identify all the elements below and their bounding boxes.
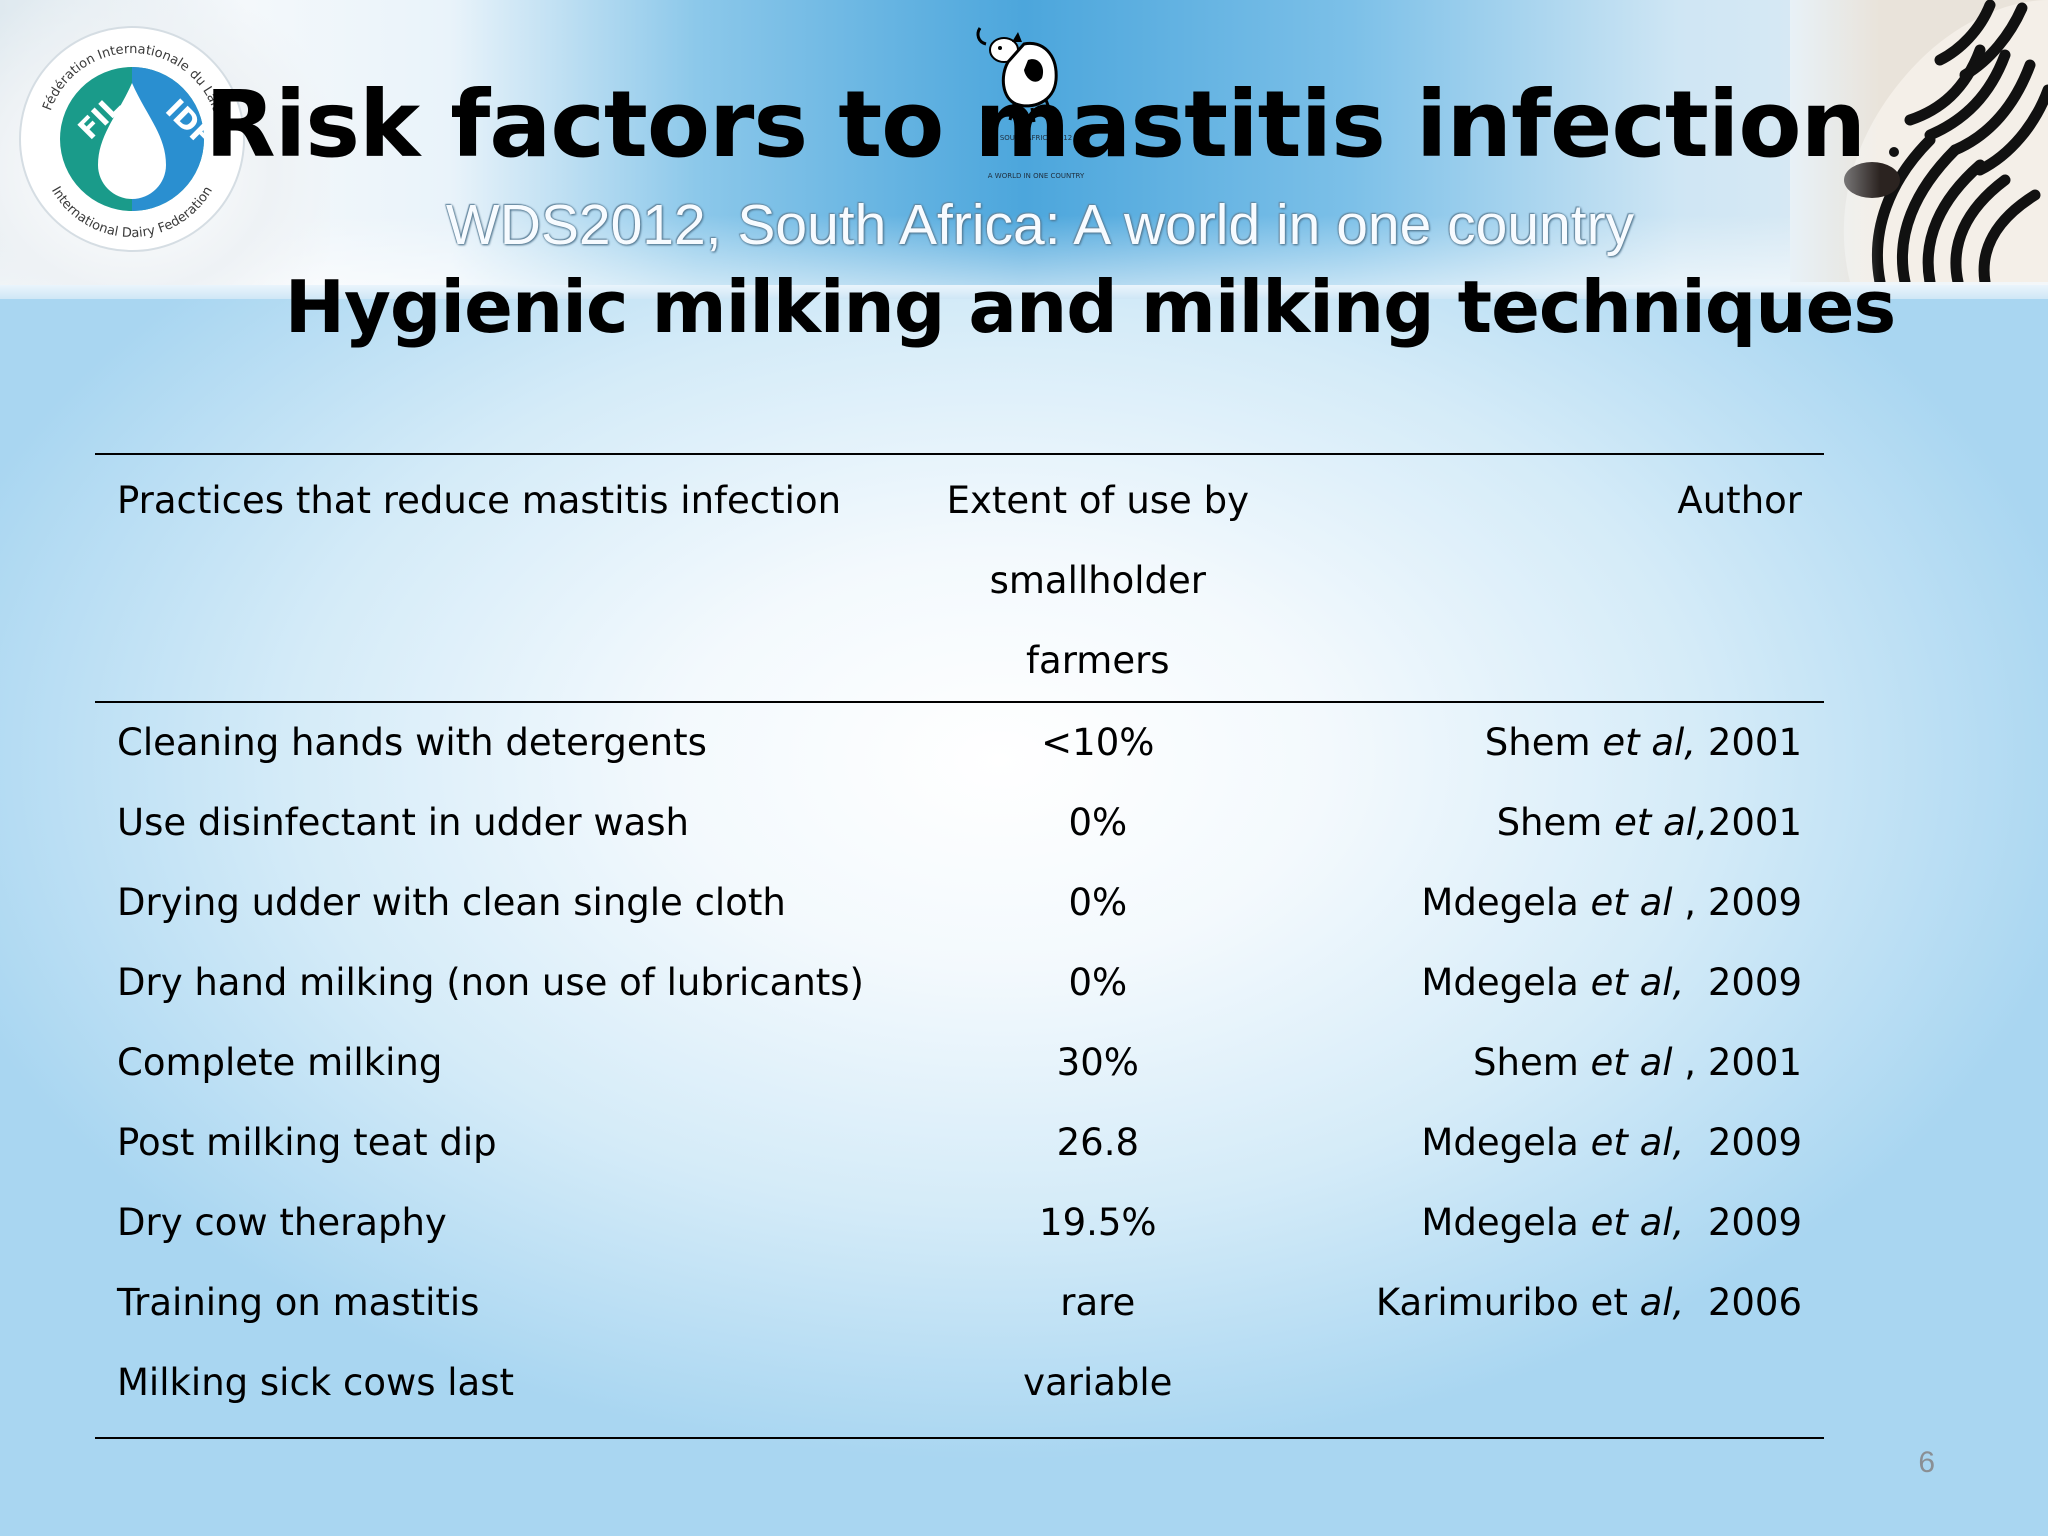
cell-practice: Use disinfectant in udder wash (117, 801, 690, 844)
author-et-al: et al, (1602, 721, 1697, 764)
table-header: Practices that reduce mastitis infection… (95, 454, 1824, 702)
cell-author: Mdegela et al , 2009 (1305, 863, 1824, 943)
table-row: Training on mastitis rare Karimuribo et al… (95, 1263, 1824, 1343)
author-name: Shem (1484, 721, 1603, 764)
practices-table: Practices that reduce mastitis infection… (95, 453, 1824, 1439)
author-et-al: al, (1639, 1281, 1685, 1324)
header-extent-line2: smallholder farmers (989, 559, 1206, 682)
author-name: Mdegela (1421, 961, 1591, 1004)
slide-heading: Hygienic milking and milking techniques (284, 265, 1897, 349)
cell-extent: 0% (1068, 801, 1128, 844)
author-name: Mdegela (1421, 881, 1591, 924)
cell-extent: 26.8 (1056, 1121, 1139, 1164)
author-et-al: et al (1590, 881, 1673, 924)
cell-author: Mdegela et al, 2009 (1305, 1103, 1824, 1183)
author-name: Mdegela (1421, 1121, 1591, 1164)
cell-extent: rare (1060, 1281, 1136, 1324)
cow-icon (976, 27, 1058, 123)
author-year: 2001 (1696, 721, 1802, 764)
banner-subtitle: WDS2012, South Africa: A world in one co… (445, 193, 1635, 257)
author-name: Shem (1496, 801, 1615, 844)
author-year: 2006 (1684, 1281, 1802, 1324)
table-row: Post milking teat dip 26.8 Mdegela et al, … (95, 1103, 1824, 1183)
table-row: Cleaning hands with detergents <10% Shem e… (95, 702, 1824, 783)
table-row: Dry hand milking (non use of lubricants)… (95, 943, 1824, 1023)
cell-practice: Drying udder with clean single cloth (117, 881, 786, 924)
header-practice: Practices that reduce mastitis infection (117, 479, 842, 522)
cell-extent: 19.5% (1039, 1201, 1157, 1244)
cell-author (1305, 1343, 1824, 1438)
author-et-al: et al, (1590, 1121, 1685, 1164)
author-year: 2009 (1684, 1121, 1802, 1164)
cell-author: Shem et al , 2001 (1305, 1023, 1824, 1103)
banner-bottom-strip (0, 285, 2048, 299)
slide-title: Risk factors to mastitis infection (204, 71, 1866, 178)
cell-extent: 0% (1068, 881, 1128, 924)
table-row: Drying udder with clean single cloth 0% Md… (95, 863, 1824, 943)
author-year: 2009 (1684, 1201, 1802, 1244)
page-number: 6 (1918, 1446, 1935, 1479)
cell-practice: Milking sick cows last (117, 1361, 514, 1404)
table-body: Cleaning hands with detergents <10% Shem e… (95, 702, 1824, 1438)
cell-author: Karimuribo et al, 2006 (1305, 1263, 1824, 1343)
header-author: Author (1677, 479, 1802, 522)
author-name: Karimuribo et (1375, 1281, 1640, 1324)
table-row: Use disinfectant in udder wash 0% Shem et … (95, 783, 1824, 863)
author-year: , 2001 (1672, 1041, 1802, 1084)
cell-extent: variable (1023, 1361, 1173, 1404)
table-header-row: Practices that reduce mastitis infection… (95, 454, 1824, 702)
table-row: Complete milking 30% Shem et al , 2001 (95, 1023, 1824, 1103)
header-extent: Extent of use by smallholder farmers (890, 454, 1305, 702)
author-year: , 2009 (1672, 881, 1802, 924)
table-row: Milking sick cows last variable (95, 1343, 1824, 1438)
author-year: 2009 (1684, 961, 1802, 1004)
cell-practice: Complete milking (117, 1041, 443, 1084)
cow-caption: A WORLD IN ONE COUNTRY (987, 172, 1085, 180)
table-row: Dry cow theraphy 19.5% Mdegela et al, 2009 (95, 1183, 1824, 1263)
author-et-al: et al, (1590, 961, 1685, 1004)
author-et-al: et al, (1590, 1201, 1685, 1244)
cell-practice: Training on mastitis (117, 1281, 480, 1324)
cell-author: Shem et al,2001 (1305, 783, 1824, 863)
cell-extent: 0% (1068, 961, 1128, 1004)
zebra-image (1790, 0, 2048, 282)
cell-practice: Cleaning hands with detergents (117, 721, 707, 764)
author-name: Shem (1473, 1041, 1591, 1084)
cell-extent: <10% (1041, 721, 1155, 764)
cell-practice: Dry cow theraphy (117, 1201, 447, 1244)
author-name: Mdegela (1421, 1201, 1591, 1244)
header-extent-line1: Extent of use by (946, 479, 1249, 522)
author-et-al: et al (1590, 1041, 1673, 1084)
fil-idf-logo: FIL IDF Fédération Internationale du Lai… (19, 26, 245, 252)
practices-table-container: Practices that reduce mastitis infection… (95, 453, 1824, 1439)
cow-caption-top: SOUTH AFRICA 2012 (999, 134, 1073, 142)
author-et-al: et al, (1614, 801, 1708, 844)
author-year: 2001 (1707, 801, 1802, 844)
cell-practice: Dry hand milking (non use of lubricants) (117, 961, 864, 1004)
cell-author: Shem et al, 2001 (1305, 702, 1824, 783)
cell-practice: Post milking teat dip (117, 1121, 497, 1164)
cell-author: Mdegela et al, 2009 (1305, 1183, 1824, 1263)
cell-author: Mdegela et al, 2009 (1305, 943, 1824, 1023)
cell-extent: 30% (1056, 1041, 1139, 1084)
